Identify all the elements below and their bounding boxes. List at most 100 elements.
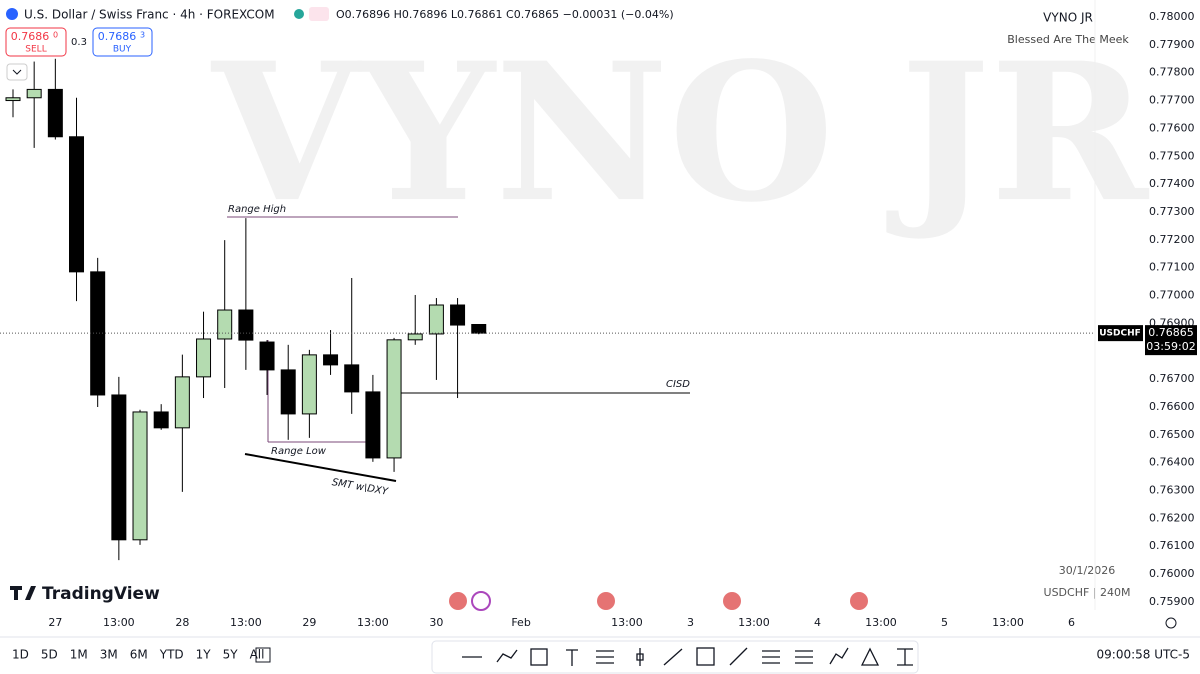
buy-label: BUY <box>113 45 132 55</box>
author: VYNO JR <box>1043 11 1093 25</box>
tagline: Blessed Are The Meek <box>1007 33 1129 46</box>
tool-icon[interactable] <box>829 647 849 665</box>
ohlc-readout: O0.76896 H0.76896 L0.76861 C0.76865 −0.0… <box>336 8 674 21</box>
candle-body <box>217 309 233 340</box>
collapse-button[interactable] <box>6 63 28 81</box>
chart-title: U.S. Dollar / Swiss Franc · 4h · FOREXCO… <box>24 8 275 22</box>
tool-icon[interactable] <box>696 647 715 666</box>
event-icon[interactable] <box>471 591 491 611</box>
status-badge[interactable] <box>309 7 329 21</box>
logo-icon <box>10 586 36 600</box>
candle-body <box>132 411 148 541</box>
y-tick-label: 0.77000 <box>1149 289 1195 302</box>
tool-icon[interactable] <box>795 650 813 664</box>
symbol-tag <box>1098 325 1143 342</box>
symbol-stamp: USDCHF | 240M <box>1044 586 1131 599</box>
candle-body <box>69 136 85 273</box>
candle-body <box>471 323 487 334</box>
event-icon[interactable] <box>850 592 868 610</box>
x-tick-label: 27 <box>48 616 62 629</box>
event-icon[interactable] <box>723 592 741 610</box>
price-tag <box>1145 325 1197 356</box>
y-tick-label: 0.76700 <box>1149 372 1195 385</box>
buy-pip: 3 <box>140 31 145 40</box>
event-icon[interactable] <box>597 592 615 610</box>
drawing-toolbar <box>431 640 919 674</box>
range-button[interactable]: 1D <box>12 648 29 662</box>
flag-icon <box>6 8 18 20</box>
settings-icon[interactable] <box>1165 617 1177 629</box>
y-tick-label: 0.77800 <box>1149 66 1195 79</box>
smt-line <box>244 453 397 482</box>
candle-body <box>26 88 42 99</box>
y-tick-label: 0.77100 <box>1149 261 1195 274</box>
countdown: 03:59:02 <box>1146 340 1195 353</box>
x-tick-label: 13:00 <box>103 616 135 629</box>
event-icon[interactable] <box>449 592 467 610</box>
tool-icon[interactable] <box>496 649 518 663</box>
x-tick-label: 13:00 <box>230 616 262 629</box>
range-button[interactable]: 5D <box>41 648 58 662</box>
y-tick-label: 0.76500 <box>1149 428 1195 441</box>
date-stamp: 30/1/2026 <box>1059 564 1115 577</box>
x-tick-label: 13:00 <box>738 616 770 629</box>
compare-icon[interactable] <box>255 647 271 663</box>
candle-body <box>174 376 190 429</box>
y-tick-label: 0.76100 <box>1149 539 1195 552</box>
candle-body <box>5 97 21 102</box>
x-tick-label: 5 <box>941 616 948 629</box>
tool-icon[interactable] <box>860 647 880 666</box>
y-tick-label: 0.77900 <box>1149 38 1195 51</box>
candle-body <box>111 394 127 541</box>
buy-price: 0.7686 <box>98 30 137 43</box>
y-tick-label: 0.76400 <box>1149 456 1195 469</box>
range-button[interactable]: 6M <box>130 648 148 662</box>
y-tick-label: 0.77700 <box>1149 94 1195 107</box>
price-tag-text: 0.76865 <box>1148 326 1194 339</box>
y-tick-label: 0.77500 <box>1149 149 1195 162</box>
x-tick-label: 13:00 <box>992 616 1024 629</box>
annotation: CISD <box>666 379 690 390</box>
tool-icon[interactable] <box>729 647 748 666</box>
candle-body <box>386 339 402 459</box>
annotation: Range Low <box>271 446 327 457</box>
candle-body <box>344 364 360 393</box>
x-tick-label: 30 <box>429 616 443 629</box>
range-button[interactable]: 3M <box>100 648 118 662</box>
y-tick-label: 0.75900 <box>1149 595 1195 608</box>
range-button[interactable]: 1M <box>70 648 88 662</box>
range-button[interactable]: 5Y <box>223 648 239 662</box>
chevron-icon <box>12 69 22 75</box>
tool-icon[interactable] <box>762 650 780 664</box>
candle-body <box>323 354 339 366</box>
tool-icon[interactable] <box>596 650 614 664</box>
spread: 0.3 <box>71 37 87 48</box>
range-button[interactable]: All <box>250 648 265 662</box>
symbol-tag-text: USDCHF <box>1099 329 1141 339</box>
tool-icon[interactable] <box>897 648 913 666</box>
tool-icon[interactable] <box>636 648 644 666</box>
candle-body <box>365 391 381 459</box>
candle-body <box>196 338 212 378</box>
tool-icon[interactable] <box>663 648 683 666</box>
y-tick-label: 0.77600 <box>1149 121 1195 134</box>
annotation: Range High <box>228 204 286 215</box>
candle-body <box>407 333 423 341</box>
buy-button[interactable] <box>92 27 153 57</box>
y-tick-label: 0.77300 <box>1149 205 1195 218</box>
candle-body <box>47 88 63 138</box>
sell-button[interactable] <box>5 27 67 57</box>
tool-icon[interactable] <box>530 648 548 666</box>
y-tick-label: 0.77400 <box>1149 177 1195 190</box>
candle-body <box>428 304 444 335</box>
range-button[interactable]: 1Y <box>196 648 212 662</box>
candle-body <box>153 411 169 429</box>
range-button[interactable]: YTD <box>159 648 184 662</box>
clock: 09:00:58 UTC-5 <box>1097 648 1190 662</box>
status-dot[interactable] <box>294 9 304 19</box>
candle-body <box>238 309 254 341</box>
tool-icon[interactable] <box>566 649 578 666</box>
x-tick-label: 3 <box>687 616 694 629</box>
